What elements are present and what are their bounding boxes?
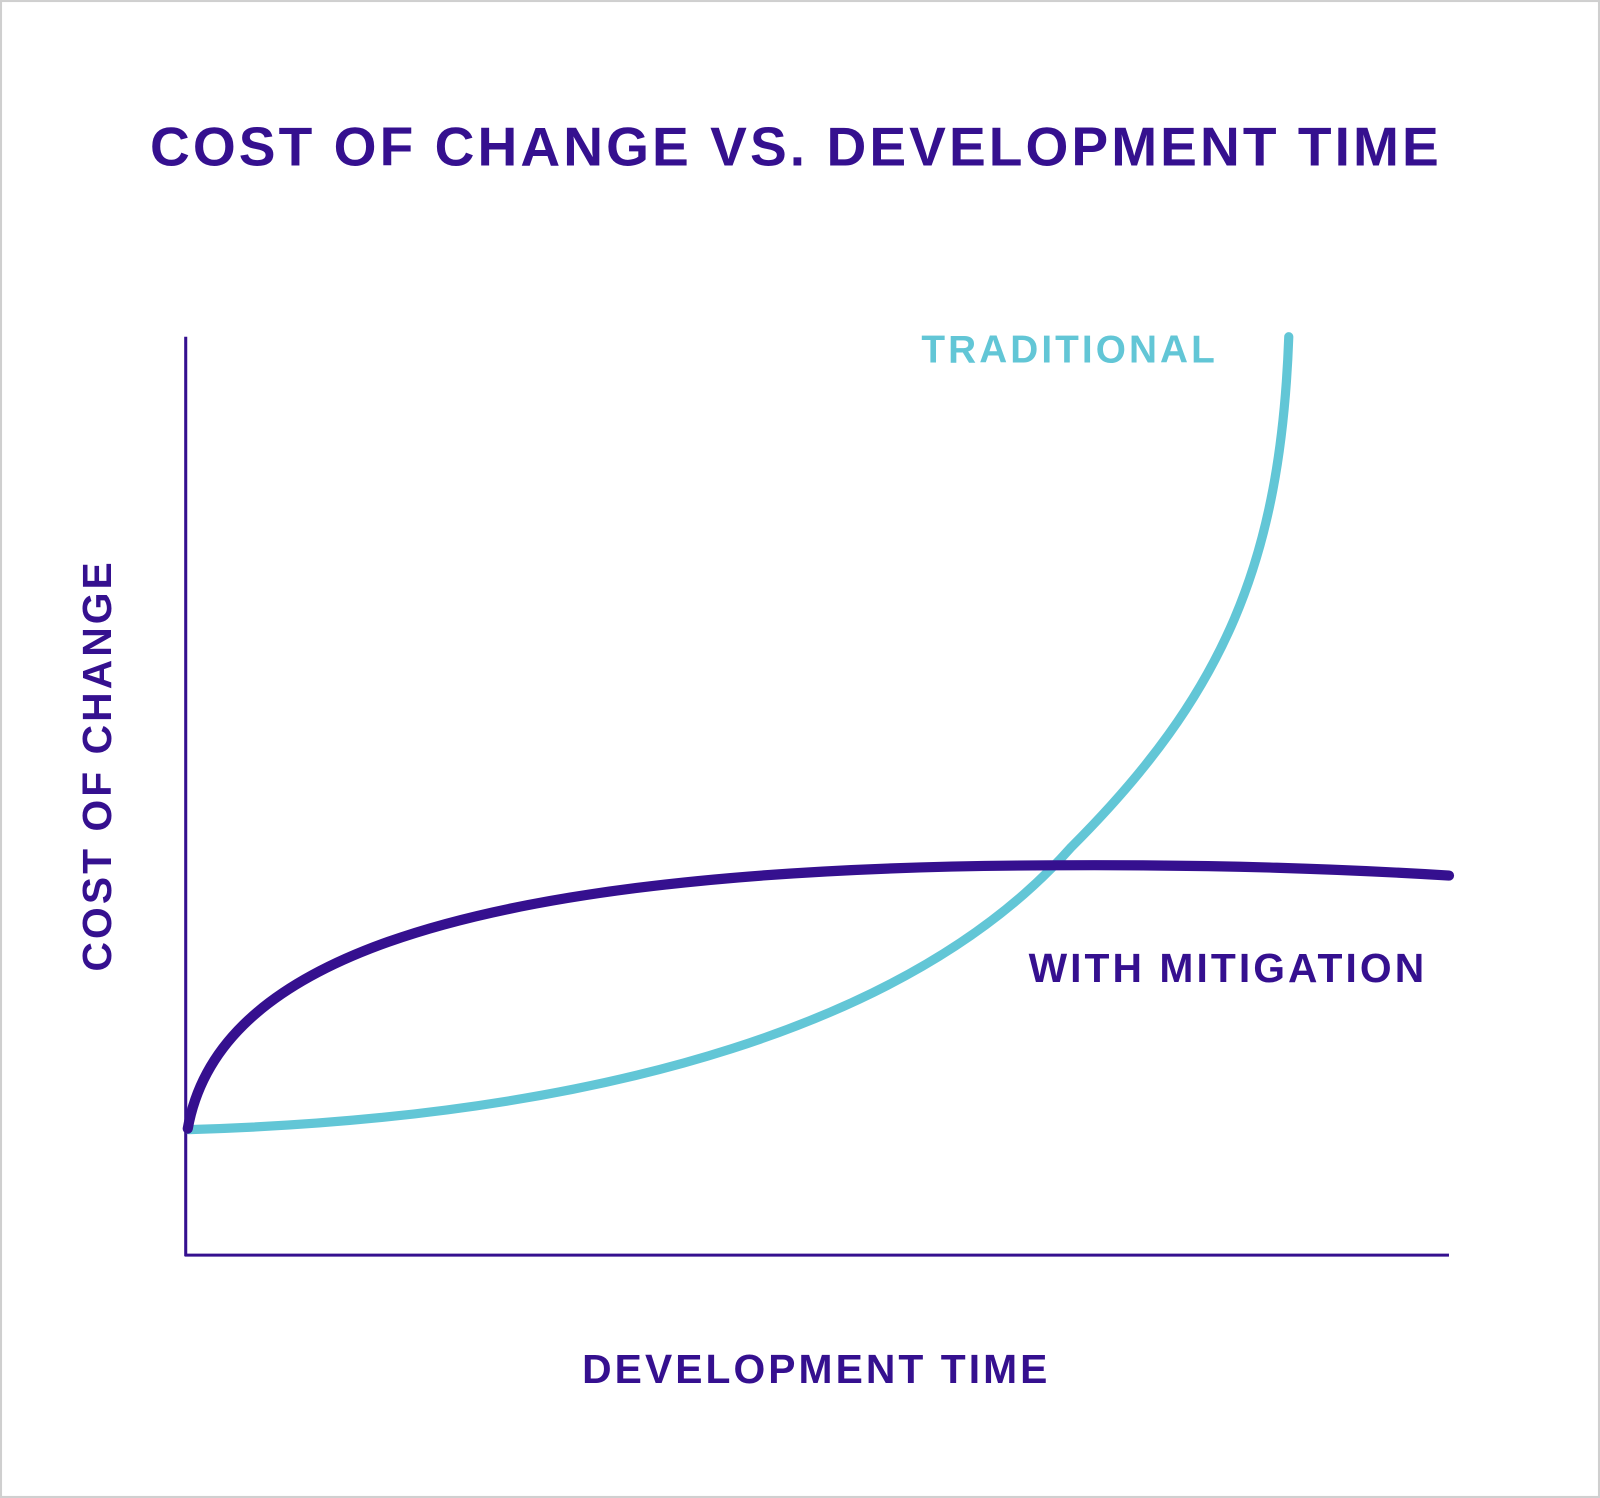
x-axis-label: DEVELOPMENT TIME bbox=[582, 1346, 1050, 1392]
title: COST OF CHANGE VS. DEVELOPMENT TIME bbox=[150, 116, 1442, 178]
mitigation-curve bbox=[182, 860, 1455, 1134]
curve-label: TRADITIONAL bbox=[921, 328, 1217, 371]
curve-label: WITH MITIGATION bbox=[1029, 945, 1428, 991]
traditional-curve bbox=[184, 332, 1294, 1135]
y-axis-label: COST OF CHANGE bbox=[74, 559, 120, 971]
